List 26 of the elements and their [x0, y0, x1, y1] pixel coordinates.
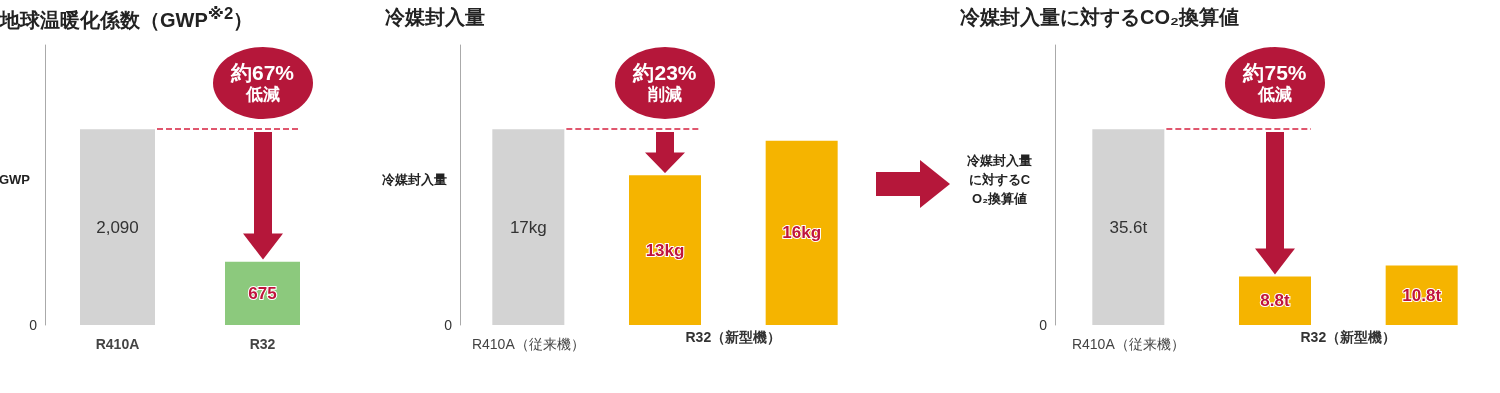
data-label: 13kg	[645, 240, 685, 260]
text: 約67% 低減	[230, 61, 295, 106]
chart-title: 冷媒封入量に対するCO₂換算値	[960, 5, 1239, 30]
text: R32（新型機）	[1300, 329, 1397, 347]
x-tick-label: R410A（従来機）	[471, 336, 585, 352]
data-label: 35.6t	[1109, 217, 1148, 237]
data-label: 10.8t	[1402, 285, 1442, 305]
text: 0	[444, 317, 452, 333]
text: 約23% 削減	[633, 61, 697, 106]
text: R32（新型機）	[685, 329, 782, 347]
text: 0	[1039, 317, 1047, 333]
x-tick-label: R410A（従来機）	[1071, 336, 1185, 352]
data-label: 675	[248, 283, 277, 303]
data-label: 2,090	[96, 217, 139, 237]
text: 0	[29, 317, 37, 333]
data-label: 8.8t	[1260, 291, 1290, 311]
text: 約75% 低減	[1243, 61, 1307, 106]
y-axis-title: 冷媒封入量に対するCO₂換算値	[966, 151, 1033, 208]
y-axis-title: 冷媒封入量	[382, 170, 447, 189]
chart-title: 冷媒封入量	[385, 5, 485, 30]
chart-title: 地球温暖化係数（GWP$^{※2}$）	[0, 4, 254, 33]
data-label: 16kg	[782, 223, 822, 243]
data-label: 17kg	[509, 217, 547, 237]
x-tick-label: R32	[249, 336, 276, 352]
y-axis-title: GWP	[0, 170, 32, 189]
x-tick-label: R410A	[95, 336, 140, 352]
